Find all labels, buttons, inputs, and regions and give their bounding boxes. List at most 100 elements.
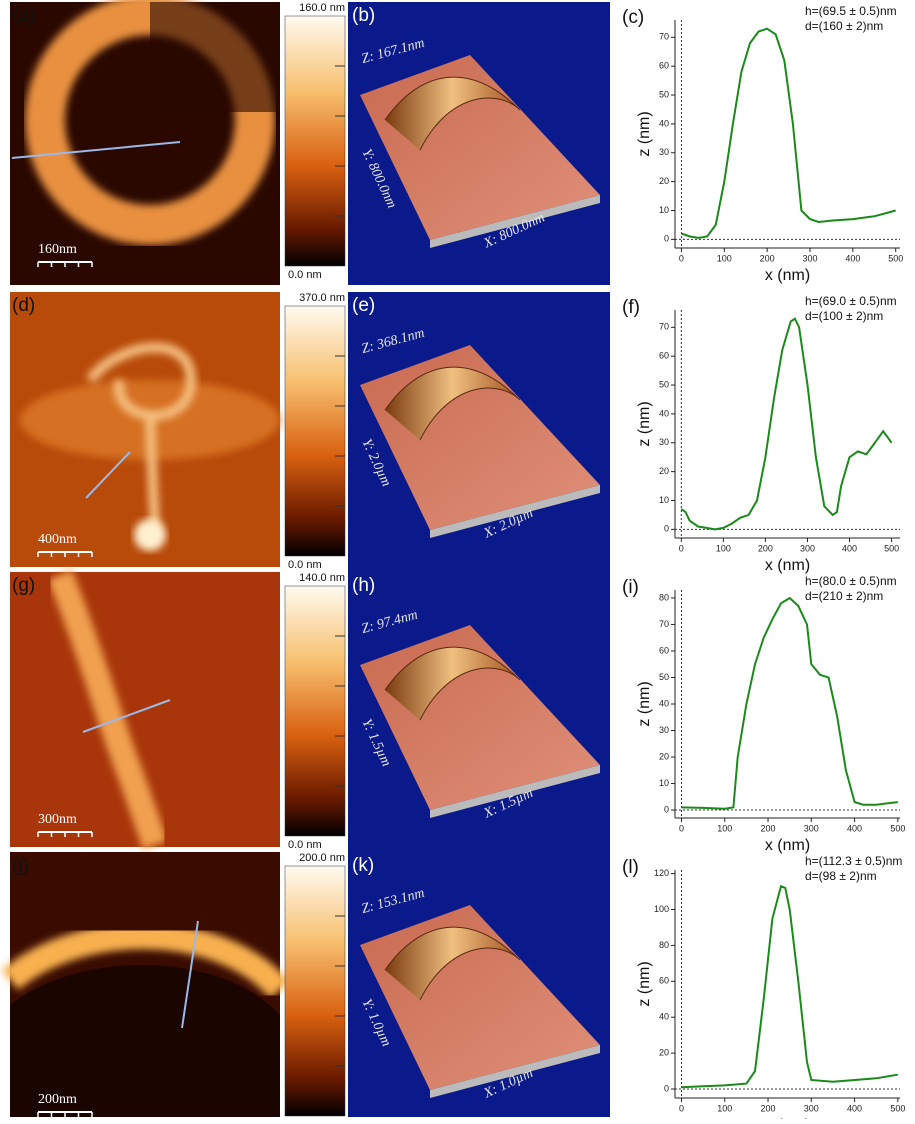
x-axis-label: x (nm) <box>765 557 810 574</box>
y-axis-label: z (nm) <box>636 111 653 156</box>
figure: (a) 160nm 160.0 nm 0.0 nm (d) 400nm 370.0 nm 0.… <box>0 0 915 1119</box>
panel-label: (i) <box>622 577 639 598</box>
x-tick-label: 400 <box>842 543 857 553</box>
y-tick-label: 60 <box>659 351 669 361</box>
y-tick-label: 30 <box>659 147 669 157</box>
profile-chart: (l)0204060801001200100200300400500x (nm)… <box>622 854 905 1119</box>
y-tick-label: 40 <box>659 118 669 128</box>
x-tick-label: 300 <box>800 543 815 553</box>
scale-bar-label: 300nm <box>38 812 77 827</box>
annotation: h=(112.3 ± 0.5)nm <box>805 854 902 868</box>
panel-label: (g) <box>12 575 35 596</box>
y-tick-label: 60 <box>659 61 669 71</box>
x-tick-label: 100 <box>716 543 731 553</box>
panel-label: (b) <box>352 5 375 26</box>
y-tick-label: 20 <box>659 176 669 186</box>
x-tick-label: 200 <box>758 543 773 553</box>
y-tick-label: 70 <box>659 619 669 629</box>
annotation: h=(69.5 ± 0.5)nm <box>805 4 897 18</box>
annotation: d=(98 ± 2)nm <box>805 869 877 883</box>
panel-label: (k) <box>352 855 374 876</box>
colorbar-max: 140.0 nm <box>299 572 345 584</box>
y-tick-label: 120 <box>654 868 669 878</box>
colorbar-max: 160.0 nm <box>299 2 345 14</box>
y-tick-label: 60 <box>659 976 669 986</box>
colorbar-max: 370.0 nm <box>299 292 345 304</box>
annotation: d=(160 ± 2)nm <box>805 19 883 33</box>
y-tick-label: 100 <box>654 904 669 914</box>
y-tick-label: 70 <box>659 32 669 42</box>
y-tick-label: 50 <box>659 89 669 99</box>
profile-line <box>681 29 895 238</box>
y-tick-label: 40 <box>659 1012 669 1022</box>
x-axis-label: x (nm) <box>765 267 810 284</box>
x-tick-label: 300 <box>804 1103 819 1113</box>
profile-line <box>681 319 891 530</box>
y-axis-label: z (nm) <box>636 401 653 446</box>
y-axis-label: z (nm) <box>636 681 653 726</box>
x-tick-label: 500 <box>884 543 899 553</box>
y-tick-label: 10 <box>659 778 669 788</box>
annotation: h=(80.0 ± 0.5)nm <box>805 574 897 588</box>
x-tick-label: 300 <box>802 253 817 263</box>
page: {"chart_data": [ {"type": "line", "label… <box>0 0 915 1119</box>
annotation: d=(210 ± 2)nm <box>805 589 883 603</box>
afm-image-j <box>10 852 280 1117</box>
y-axis-label: z (nm) <box>636 961 653 1006</box>
x-tick-label: 400 <box>847 823 862 833</box>
x-tick-label: 100 <box>717 253 732 263</box>
panel-label: (a) <box>12 5 35 26</box>
afm-image-g <box>10 572 280 847</box>
colorbar-max: 200.0 nm <box>299 852 345 864</box>
y-tick-label: 50 <box>659 379 669 389</box>
scale-bar-label: 160nm <box>38 242 77 257</box>
y-tick-label: 10 <box>659 205 669 215</box>
scale-bar-label: 400nm <box>38 532 77 547</box>
profile-line <box>682 886 898 1087</box>
y-tick-label: 0 <box>664 234 669 244</box>
y-tick-label: 0 <box>664 804 669 814</box>
colorbar-min: 0.0 nm <box>288 269 322 281</box>
x-tick-label: 0 <box>679 823 684 833</box>
y-tick-label: 30 <box>659 725 669 735</box>
panel-label: (j) <box>12 855 29 876</box>
panel-label: (e) <box>352 295 375 316</box>
panel-label: (c) <box>622 7 644 28</box>
profile-line <box>682 598 898 809</box>
scale-bar-label: 200nm <box>38 1092 77 1107</box>
colorbar <box>285 866 345 1116</box>
x-tick-label: 200 <box>761 1103 776 1113</box>
y-tick-label: 20 <box>659 751 669 761</box>
colorbar-min: 0.0 nm <box>288 839 322 851</box>
annotation: d=(100 ± 2)nm <box>805 309 883 323</box>
x-tick-label: 200 <box>761 823 776 833</box>
x-tick-label: 100 <box>717 823 732 833</box>
y-tick-label: 60 <box>659 645 669 655</box>
y-tick-label: 10 <box>659 495 669 505</box>
x-tick-label: 0 <box>679 1103 684 1113</box>
x-tick-label: 500 <box>890 823 905 833</box>
x-tick-label: 400 <box>847 1103 862 1113</box>
y-tick-label: 20 <box>659 1047 669 1057</box>
y-tick-label: 40 <box>659 698 669 708</box>
colorbar <box>285 306 345 556</box>
x-axis-label: x (nm) <box>765 837 810 854</box>
y-tick-label: 30 <box>659 437 669 447</box>
x-tick-label: 500 <box>890 1103 905 1113</box>
panel-label: (f) <box>622 297 640 318</box>
x-tick-label: 100 <box>717 1103 732 1113</box>
y-tick-label: 20 <box>659 466 669 476</box>
x-tick-label: 200 <box>760 253 775 263</box>
x-tick-label: 400 <box>845 253 860 263</box>
x-tick-label: 300 <box>804 823 819 833</box>
y-tick-label: 0 <box>664 524 669 534</box>
panel-label: (h) <box>352 575 375 596</box>
y-tick-label: 50 <box>659 672 669 682</box>
panel-label: (d) <box>12 295 35 316</box>
